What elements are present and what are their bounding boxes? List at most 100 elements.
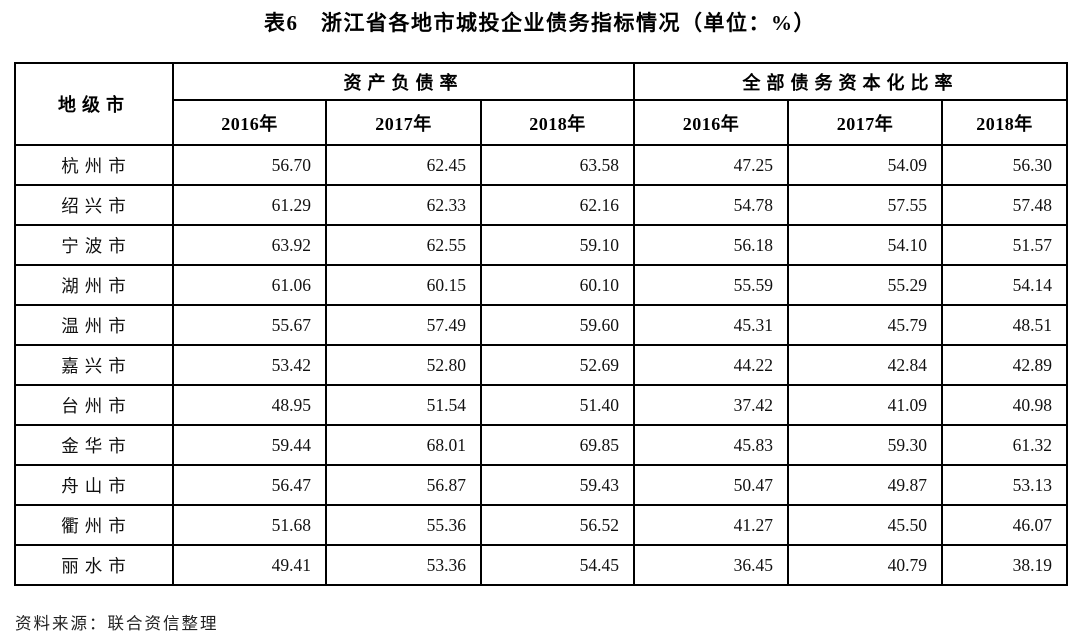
city-cell: 衢州市: [14, 504, 174, 546]
value-cell: 57.48: [941, 184, 1069, 226]
table-row: 丽水市 49.41 53.36 54.45 36.45 40.79 38.19: [14, 544, 1069, 586]
table-row: 杭州市 56.70 62.45 63.58 47.25 54.09 56.30: [14, 144, 1069, 186]
table-row: 嘉兴市 53.42 52.80 52.69 44.22 42.84 42.89: [14, 344, 1069, 386]
value-cell: 45.79: [787, 304, 944, 346]
value-cell: 63.58: [479, 144, 636, 186]
value-cell: 57.55: [787, 184, 944, 226]
table-row: 舟山市 56.47 56.87 59.43 50.47 49.87 53.13: [14, 464, 1069, 506]
city-cell: 金华市: [14, 424, 174, 466]
city-cell: 绍兴市: [14, 184, 174, 226]
value-cell: 59.30: [787, 424, 944, 466]
value-cell: 38.19: [941, 544, 1069, 586]
value-cell: 56.30: [941, 144, 1069, 186]
value-cell: 61.32: [941, 424, 1069, 466]
value-cell: 53.13: [941, 464, 1069, 506]
value-cell: 55.59: [633, 264, 790, 306]
value-cell: 46.07: [941, 504, 1069, 546]
value-cell: 55.36: [325, 504, 482, 546]
value-cell: 53.42: [172, 344, 327, 386]
city-cell: 杭州市: [14, 144, 174, 186]
value-cell: 41.09: [787, 384, 944, 426]
city-cell: 温州市: [14, 304, 174, 346]
header-year-2016-right: 2016年: [633, 99, 790, 146]
value-cell: 36.45: [633, 544, 790, 586]
value-cell: 61.29: [172, 184, 327, 226]
value-cell: 47.25: [633, 144, 790, 186]
value-cell: 52.80: [325, 344, 482, 386]
value-cell: 40.79: [787, 544, 944, 586]
value-cell: 51.68: [172, 504, 327, 546]
table-row: 温州市 55.67 57.49 59.60 45.31 45.79 48.51: [14, 304, 1069, 346]
value-cell: 51.57: [941, 224, 1069, 266]
value-cell: 45.31: [633, 304, 790, 346]
value-cell: 55.67: [172, 304, 327, 346]
header-year-2016-left: 2016年: [172, 99, 327, 146]
header-group-asset-liability-ratio: 资产负债率: [171, 62, 636, 101]
header-year-2018-left: 2018年: [479, 99, 636, 146]
table-row: 湖州市 61.06 60.15 60.10 55.59 55.29 54.14: [14, 264, 1069, 306]
value-cell: 50.47: [633, 464, 790, 506]
value-cell: 56.47: [172, 464, 327, 506]
value-cell: 54.09: [787, 144, 944, 186]
table-row: 金华市 59.44 68.01 69.85 45.83 59.30 61.32: [14, 424, 1069, 466]
value-cell: 54.10: [787, 224, 944, 266]
value-cell: 53.36: [325, 544, 482, 586]
value-cell: 56.18: [633, 224, 790, 266]
value-cell: 41.27: [633, 504, 790, 546]
value-cell: 62.16: [479, 184, 636, 226]
debt-indicators-table: 地级市 资产负债率 全部债务资本化比率 2016年 2017年 2018年 20…: [14, 62, 1069, 586]
value-cell: 69.85: [479, 424, 636, 466]
table-row: 宁波市 63.92 62.55 59.10 56.18 54.10 51.57: [14, 224, 1069, 266]
value-cell: 68.01: [325, 424, 482, 466]
value-cell: 59.60: [479, 304, 636, 346]
header-year-2018-right: 2018年: [941, 99, 1069, 146]
source-note: 资料来源：联合资信整理: [15, 614, 219, 633]
value-cell: 63.92: [172, 224, 327, 266]
value-cell: 59.44: [172, 424, 327, 466]
value-cell: 51.54: [325, 384, 482, 426]
table-title: 表6 浙江省各地市城投企业债务指标情况（单位：%）: [264, 11, 816, 35]
value-cell: 61.06: [172, 264, 327, 306]
header-city: 地级市: [14, 62, 174, 146]
value-cell: 45.83: [633, 424, 790, 466]
header-group-total-debt-capitalization-ratio: 全部债务资本化比率: [633, 62, 1069, 101]
value-cell: 54.14: [941, 264, 1069, 306]
table-row: 衢州市 51.68 55.36 56.52 41.27 45.50 46.07: [14, 504, 1069, 546]
header-row-groups: 地级市 资产负债率 全部债务资本化比率: [14, 62, 1069, 146]
city-cell: 台州市: [14, 384, 174, 426]
value-cell: 40.98: [941, 384, 1069, 426]
city-cell: 丽水市: [14, 544, 174, 586]
value-cell: 42.84: [787, 344, 944, 386]
value-cell: 59.10: [479, 224, 636, 266]
value-cell: 49.41: [172, 544, 327, 586]
value-cell: 48.51: [941, 304, 1069, 346]
city-cell: 嘉兴市: [14, 344, 174, 386]
value-cell: 44.22: [633, 344, 790, 386]
value-cell: 49.87: [787, 464, 944, 506]
value-cell: 60.10: [479, 264, 636, 306]
value-cell: 59.43: [479, 464, 636, 506]
value-cell: 54.78: [633, 184, 790, 226]
value-cell: 37.42: [633, 384, 790, 426]
value-cell: 56.52: [479, 504, 636, 546]
value-cell: 48.95: [172, 384, 327, 426]
city-cell: 宁波市: [14, 224, 174, 266]
value-cell: 56.70: [172, 144, 327, 186]
value-cell: 62.33: [325, 184, 482, 226]
city-cell: 舟山市: [14, 464, 174, 506]
header-year-2017-right: 2017年: [787, 99, 944, 146]
value-cell: 52.69: [479, 344, 636, 386]
value-cell: 42.89: [941, 344, 1069, 386]
value-cell: 51.40: [479, 384, 636, 426]
header-year-2017-left: 2017年: [325, 99, 482, 146]
table-row: 台州市 48.95 51.54 51.40 37.42 41.09 40.98: [14, 384, 1069, 426]
value-cell: 55.29: [787, 264, 944, 306]
value-cell: 60.15: [325, 264, 482, 306]
value-cell: 62.55: [325, 224, 482, 266]
value-cell: 54.45: [479, 544, 636, 586]
value-cell: 62.45: [325, 144, 482, 186]
table-row: 绍兴市 61.29 62.33 62.16 54.78 57.55 57.48: [14, 184, 1069, 226]
city-cell: 湖州市: [14, 264, 174, 306]
header-row-years: 2016年 2017年 2018年 2016年 2017年 2018年: [15, 99, 1069, 146]
value-cell: 56.87: [325, 464, 482, 506]
